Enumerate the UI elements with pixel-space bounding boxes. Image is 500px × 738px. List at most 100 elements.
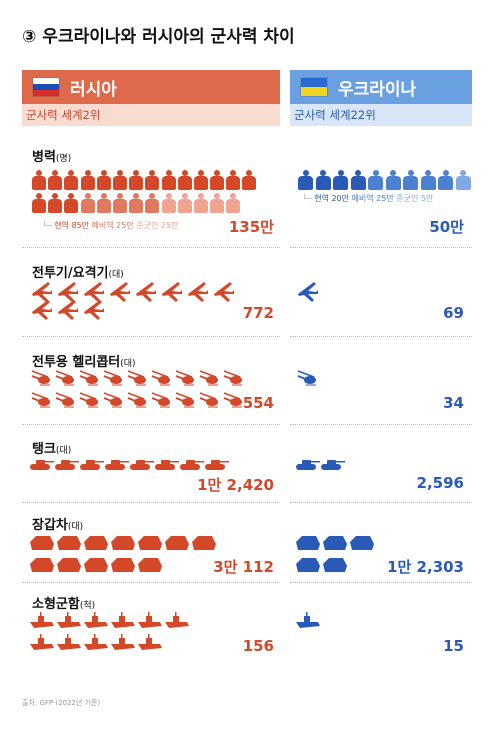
russia-apc-value: 3만 112 [213, 558, 274, 576]
ukraine-helicopters-icons [297, 370, 316, 386]
person-icon [242, 170, 257, 190]
ukraine-name: 우크라이나 [338, 79, 417, 100]
helicopter-icon [199, 392, 218, 408]
person-icon [145, 193, 160, 213]
category-apc: 장갑차(대) [32, 518, 84, 533]
fighter-jet-icon [58, 282, 78, 302]
russia-helicopters-icons [31, 370, 242, 408]
ship-icon [57, 612, 81, 628]
apc-icon [57, 536, 81, 550]
apc-icon [323, 558, 347, 572]
russia-flag-icon [32, 77, 60, 97]
helicopter-icon [55, 392, 74, 408]
ship-icon [296, 612, 320, 628]
person-icon [455, 170, 471, 190]
helicopter-icon [223, 392, 242, 408]
ship-icon [138, 634, 162, 650]
russia-column: 러시아 군사력 세계2위 [22, 70, 280, 126]
person-icon [145, 170, 160, 190]
tank-icon [205, 460, 229, 470]
ship-icon [57, 634, 81, 650]
tank-icon [321, 460, 345, 470]
tank-icon [180, 460, 204, 470]
russia-fighters-icons [32, 282, 234, 320]
ukraine-fighters-value: 69 [443, 304, 464, 322]
apc-icon [296, 558, 320, 572]
person-icon [32, 193, 46, 213]
helicopter-icon [103, 370, 122, 386]
helicopter-icon [31, 392, 50, 408]
russia-corvettes-value: 156 [242, 637, 274, 655]
tank-icon [105, 460, 129, 470]
fighter-jet-icon [162, 282, 182, 302]
ukraine-header: 우크라이나 [290, 70, 472, 104]
person-icon [112, 193, 127, 213]
person-icon [226, 170, 241, 190]
russia-tanks-value: 1만 2,420 [197, 476, 274, 494]
person-icon [48, 170, 63, 190]
person-icon [385, 170, 401, 190]
russia-troops-note: └─ 현역 85만 예비역 25만 준군인 25만 [42, 221, 179, 230]
russia-troops-value: 135만 [228, 218, 274, 236]
ship-icon [111, 612, 135, 628]
divider [22, 424, 280, 425]
person-icon [403, 170, 418, 190]
ukraine-troops-note: └─ 현역 20만 예비역 25만 준군인 5만 [302, 194, 434, 203]
person-icon [64, 193, 79, 213]
apc-icon [111, 536, 135, 550]
russia-apc-icons [30, 536, 216, 572]
ship-icon [165, 612, 189, 628]
person-icon [32, 170, 46, 190]
divider [22, 502, 280, 503]
apc-icon [350, 536, 374, 550]
ukraine-corvettes-value: 15 [443, 637, 464, 655]
apc-icon [323, 536, 347, 550]
divider [290, 424, 472, 425]
russia-rank: 군사력 세계2위 [22, 104, 280, 126]
fighter-jet-icon [84, 282, 104, 302]
tank-icon [296, 460, 320, 470]
ship-icon [84, 634, 108, 650]
person-icon [48, 193, 63, 213]
russia-tanks-icons [30, 460, 229, 470]
ukraine-troops-icons [298, 170, 478, 190]
apc-icon [111, 558, 135, 572]
person-icon [129, 170, 144, 190]
person-icon [193, 170, 208, 190]
tank-icon [155, 460, 179, 470]
ukraine-fighters-icons [298, 282, 318, 302]
divider [22, 247, 280, 248]
person-icon [64, 170, 79, 190]
divider [290, 502, 472, 503]
category-tanks: 탱크(대) [32, 442, 72, 457]
source-note: 출처: GFP (2022년 기준) [22, 699, 101, 707]
russia-name: 러시아 [70, 79, 117, 100]
person-icon [420, 170, 436, 190]
helicopter-icon [297, 370, 316, 386]
helicopter-icon [151, 392, 170, 408]
apc-icon [30, 558, 54, 572]
apc-icon [84, 558, 108, 572]
ukraine-apc-icons [296, 536, 374, 572]
ukraine-tanks-value: 2,596 [416, 474, 464, 492]
ukraine-apc-value: 1만 2,303 [387, 558, 464, 576]
fighter-jet-icon [298, 282, 318, 302]
fighter-jet-icon [58, 300, 78, 320]
ship-icon [138, 612, 162, 628]
helicopter-icon [127, 370, 146, 386]
russia-fighters-value: 772 [242, 304, 274, 322]
helicopter-icon [127, 392, 146, 408]
person-icon [96, 193, 111, 213]
person-icon [96, 170, 111, 190]
russia-helicopters-value: 554 [242, 394, 274, 412]
person-icon [112, 170, 127, 190]
apc-icon [57, 558, 81, 572]
fighter-jet-icon [32, 300, 52, 320]
ukraine-corvettes-icons [296, 612, 320, 628]
divider [22, 582, 280, 583]
person-icon [226, 193, 241, 213]
person-icon [315, 170, 331, 190]
ukraine-troops-value: 50만 [429, 218, 464, 236]
fighter-jet-icon [188, 282, 208, 302]
person-icon [438, 170, 453, 190]
